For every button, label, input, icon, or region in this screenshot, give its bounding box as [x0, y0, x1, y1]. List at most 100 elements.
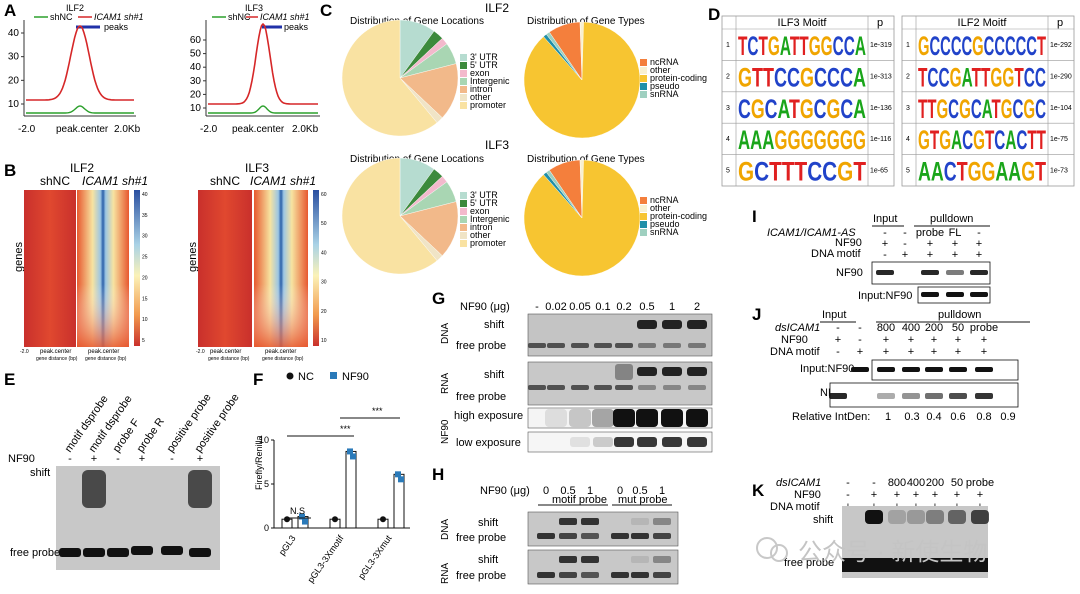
pie-title: Distribution of Gene Locations — [350, 16, 484, 27]
ytick: 10 — [259, 435, 269, 445]
colorbar-tick: 20 — [142, 275, 148, 281]
lane-sign: + — [955, 334, 961, 346]
legend-entry: exon — [470, 206, 490, 216]
motif-table-header: ILF2 Moitf — [958, 17, 1008, 29]
ytick: 40 — [190, 62, 202, 73]
xtick: peak.center — [56, 124, 109, 135]
pie-gene-locations-ilf2 — [341, 19, 459, 137]
lane-sign: - — [858, 334, 862, 346]
legend-nc: NC — [298, 371, 314, 383]
motif-row-index: 5 — [726, 168, 730, 175]
label-shift: shift — [478, 517, 498, 529]
pie-slice — [523, 159, 641, 277]
lane-sign: + — [932, 489, 938, 501]
ytick: 0 — [264, 523, 269, 533]
panel-label-c: C — [320, 1, 332, 20]
label-shift: shift — [813, 514, 833, 526]
blot-label-input-nf90: Input:NF90 — [858, 290, 912, 302]
lane-sign: - — [170, 453, 174, 465]
lane-sign: + — [883, 346, 889, 358]
lane-sign: + — [835, 334, 841, 346]
sequence-logo: GCTTTCCGT — [738, 157, 866, 187]
ytick: 5 — [264, 479, 269, 489]
lane-sign: - — [836, 322, 840, 334]
pie-slice — [546, 31, 583, 81]
header-input: Input — [873, 213, 897, 225]
ytick: 20 — [8, 75, 20, 86]
legend-entry: 3' UTR — [470, 190, 498, 200]
sequence-logo: AAAGGGGGGG — [738, 125, 866, 155]
lane-sign: - — [883, 249, 887, 261]
pie-gene-types-ilf2 — [523, 21, 641, 139]
blot-label-input-nf90: Input:NF90 — [800, 363, 854, 375]
pie-gene-locations-ilf3 — [341, 157, 459, 275]
colorbar-tick: 40 — [142, 192, 148, 198]
motif-row-index: 4 — [906, 136, 910, 143]
dose-label: 0 — [543, 485, 549, 497]
lane-sign: + — [908, 346, 914, 358]
sequence-logo: TTGCGCATGCGC — [918, 94, 1046, 124]
lane-sign: + — [883, 334, 889, 346]
legend-entry: protein-coding — [650, 73, 707, 83]
sequence-logo: GTTCCGCCCA — [738, 62, 866, 92]
label-dna: DNA — [440, 323, 451, 344]
panel-j-pulldown: Input pulldown dsICAM1 NF90 DNA motif --… — [770, 309, 1030, 423]
xtick: pGL3 — [277, 533, 298, 557]
lane-sign: - — [883, 227, 887, 239]
colorbar-tick: 15 — [142, 296, 148, 302]
pie-slice — [523, 21, 641, 139]
significance-label: *** — [340, 424, 351, 434]
lane-sign: - — [903, 238, 907, 250]
intden-value: 0.3 — [904, 411, 919, 423]
motif-table-p-header: p — [877, 17, 883, 29]
xtick: -2.0 — [200, 124, 218, 135]
lane-sign: 800 — [877, 322, 895, 334]
lane-sign: 200 — [925, 322, 943, 334]
motif-row-index: 3 — [726, 105, 730, 112]
legend-nf90: NF90 — [342, 371, 369, 383]
heatmap-title: ILF3 — [245, 161, 269, 175]
lane-sign: + — [981, 334, 987, 346]
group-motif-probe: motif probe — [552, 494, 607, 506]
ytick: 40 — [8, 28, 20, 39]
lane-sign: - — [68, 453, 72, 465]
dose-label: 1 — [669, 301, 675, 313]
panel-label-a: A — [4, 1, 16, 20]
panel-a-left-title: ILF2 — [66, 3, 84, 13]
label-dna: DNA — [440, 519, 451, 540]
lane-sign: + — [931, 346, 937, 358]
significance-label: *** — [372, 406, 383, 416]
xtick: peak.center — [232, 124, 285, 135]
motif-pvalue: 1e-75 — [1050, 136, 1068, 143]
lane-sign: - — [846, 477, 850, 489]
dose-header: NF90 (μg) — [480, 485, 530, 497]
intden-label: Relative IntDen: — [792, 411, 870, 423]
lane-sign: - — [846, 489, 850, 501]
ytick: 60 — [190, 35, 202, 46]
dose-label: 1 — [587, 485, 593, 497]
group-mut-probe: mut probe — [618, 494, 668, 506]
motif-table-p-header: p — [1057, 17, 1063, 29]
panel-d-motif-tables: ILF3 Moitf p 1 1e-319 TCTGATTGGCCA 2 1e-313 GTT… — [721, 15, 1075, 187]
blot-label-nf90: NF90 — [836, 267, 863, 279]
motif-row-index: 3 — [906, 105, 910, 112]
motif-pvalue: 1e-73 — [1050, 168, 1068, 175]
legend-entry: promoter — [470, 238, 506, 248]
colorbar-tick: 10 — [142, 317, 148, 323]
lane-sign: 400 — [907, 477, 925, 489]
colorbar-tick: 25 — [142, 255, 148, 261]
watermark-text: 公众号 · 新使生物 — [798, 539, 987, 566]
legend-entry: ncRNA — [650, 195, 679, 205]
legend-icam1: ICAM1 sh#1 — [260, 12, 310, 22]
dose-label: - — [535, 301, 539, 313]
dose-label: 0.02 — [545, 301, 566, 313]
legend-shnc: shNC — [50, 12, 73, 22]
motif-table-header: ILF3 Moitf — [778, 17, 828, 29]
sequence-logo: AACTGGAAGT — [918, 157, 1046, 187]
lane-sign: FL — [949, 227, 962, 239]
motif-pvalue: 1e-313 — [870, 73, 892, 80]
lane-sign: 400 — [902, 322, 920, 334]
ytick: 10 — [190, 103, 202, 114]
heatmap-ylabel: genes — [187, 242, 199, 272]
panel-label-h: H — [432, 465, 444, 484]
